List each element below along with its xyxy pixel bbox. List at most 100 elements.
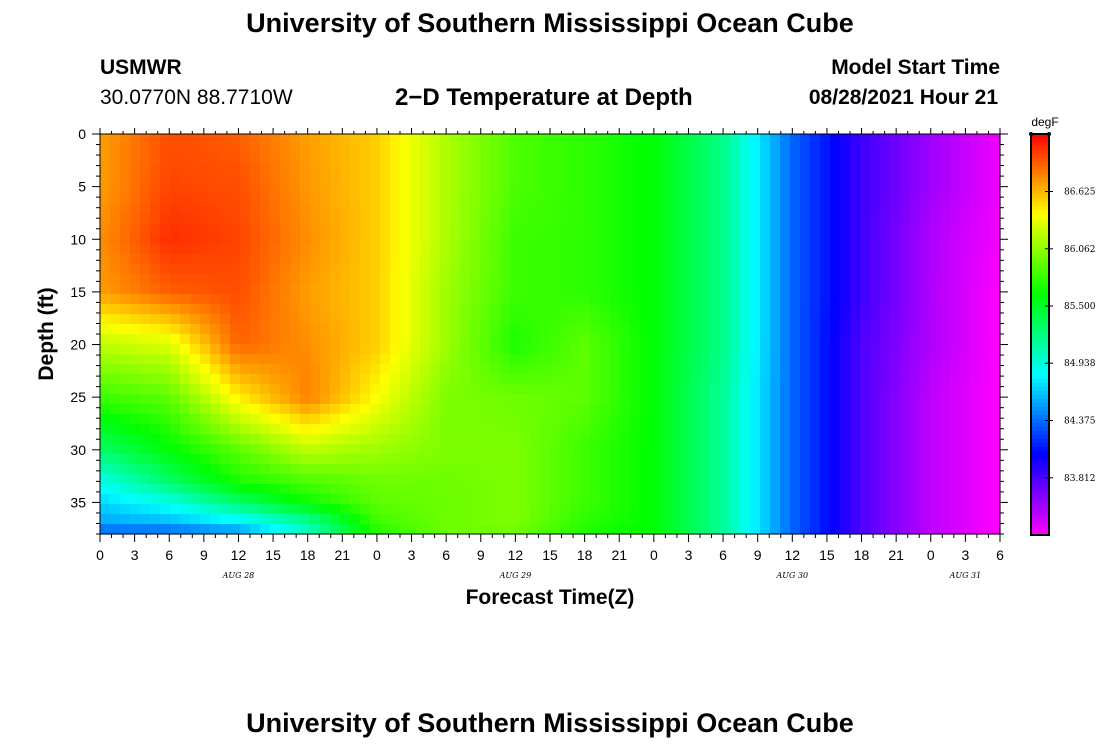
heatmap-cell xyxy=(600,264,611,275)
heatmap-cell xyxy=(500,424,511,435)
heatmap-cell xyxy=(110,194,121,205)
heatmap-cell xyxy=(210,264,221,275)
heatmap-cell xyxy=(850,434,861,445)
heatmap-cell xyxy=(300,394,311,405)
heatmap-cell xyxy=(440,414,451,425)
heatmap-cell xyxy=(930,444,941,455)
heatmap-cell xyxy=(730,134,741,145)
heatmap-cell xyxy=(180,164,191,175)
heatmap-cell xyxy=(720,434,731,445)
heatmap-cell xyxy=(550,374,561,385)
colorbar-segment xyxy=(1031,430,1049,436)
heatmap-cell xyxy=(120,504,131,515)
heatmap-cell xyxy=(560,364,571,375)
heatmap-cell xyxy=(270,364,281,375)
heatmap-cell xyxy=(440,374,451,385)
heatmap-cell xyxy=(640,324,651,335)
heatmap-cell xyxy=(360,354,371,365)
heatmap-cell xyxy=(300,284,311,295)
heatmap-cell xyxy=(680,504,691,515)
heatmap-cell xyxy=(460,374,471,385)
heatmap-cell xyxy=(150,284,161,295)
heatmap-cell xyxy=(570,154,581,165)
heatmap-cell xyxy=(780,204,791,215)
heatmap-cell xyxy=(800,194,811,205)
heatmap-cell xyxy=(890,394,901,405)
heatmap-cell xyxy=(680,204,691,215)
heatmap-cell xyxy=(770,504,781,515)
heatmap-cell xyxy=(210,394,221,405)
heatmap-cell xyxy=(570,324,581,335)
heatmap-cell xyxy=(210,174,221,185)
heatmap-cell xyxy=(890,134,901,145)
heatmap-cell xyxy=(480,144,491,155)
heatmap-cell xyxy=(310,524,321,535)
heatmap-cell xyxy=(910,524,921,535)
heatmap-cell xyxy=(670,414,681,425)
heatmap-cell xyxy=(910,174,921,185)
heatmap-cell xyxy=(190,524,201,535)
heatmap-cell xyxy=(960,524,971,535)
heatmap-cell xyxy=(140,384,151,395)
heatmap-cell xyxy=(990,434,1001,445)
heatmap-cell xyxy=(410,154,421,165)
heatmap-cell xyxy=(120,294,131,305)
heatmap-cell xyxy=(770,294,781,305)
heatmap-cell xyxy=(400,434,411,445)
heatmap-cell xyxy=(810,194,821,205)
heatmap-cell xyxy=(230,264,241,275)
heatmap-cell xyxy=(230,384,241,395)
colorbar-segment xyxy=(1031,502,1049,508)
heatmap-cell xyxy=(920,204,931,215)
heatmap-cell xyxy=(370,454,381,465)
date-label: AUG 30 xyxy=(775,571,808,580)
heatmap-cell xyxy=(650,364,661,375)
heatmap-cell xyxy=(650,304,661,315)
heatmap-cell xyxy=(980,234,991,245)
x-tick-label: 15 xyxy=(265,547,281,563)
heatmap-cell xyxy=(880,384,891,395)
heatmap-cell xyxy=(640,484,651,495)
heatmap-cell xyxy=(170,174,181,185)
heatmap-cell xyxy=(330,404,341,415)
heatmap-cell xyxy=(170,444,181,455)
heatmap-cell xyxy=(680,384,691,395)
heatmap-cell xyxy=(560,324,571,335)
heatmap-cell xyxy=(670,194,681,205)
heatmap-cell xyxy=(760,174,771,185)
heatmap-cell xyxy=(780,234,791,245)
heatmap-cell xyxy=(400,524,411,535)
heatmap-cell xyxy=(830,184,841,195)
heatmap-cell xyxy=(310,264,321,275)
heatmap-cell xyxy=(170,514,181,525)
heatmap-cell xyxy=(550,424,561,435)
y-tick-label: 10 xyxy=(70,231,86,247)
heatmap-cell xyxy=(940,474,951,485)
heatmap-cell xyxy=(320,504,331,515)
heatmap-cell xyxy=(330,284,341,295)
heatmap-cell xyxy=(970,304,981,315)
heatmap-cell xyxy=(300,174,311,185)
heatmap-cell xyxy=(390,354,401,365)
heatmap-cell xyxy=(630,414,641,425)
heatmap-cell xyxy=(230,274,241,285)
heatmap-cell xyxy=(960,194,971,205)
heatmap-cell xyxy=(960,314,971,325)
heatmap-cell xyxy=(550,434,561,445)
heatmap-cell xyxy=(310,254,321,265)
heatmap-cell xyxy=(720,284,731,295)
heatmap-cell xyxy=(160,304,171,315)
heatmap-cell xyxy=(300,164,311,175)
heatmap-cell xyxy=(940,494,951,505)
heatmap-cell xyxy=(650,394,661,405)
heatmap-cell xyxy=(610,254,621,265)
heatmap-cell xyxy=(130,464,141,475)
heatmap-cell xyxy=(900,494,911,505)
heatmap-cell xyxy=(500,464,511,475)
heatmap-cell xyxy=(310,194,321,205)
heatmap-cell xyxy=(290,284,301,295)
heatmap-cell xyxy=(180,174,191,185)
heatmap-cell xyxy=(310,504,321,515)
heatmap-cell xyxy=(980,294,991,305)
heatmap-cell xyxy=(310,184,321,195)
